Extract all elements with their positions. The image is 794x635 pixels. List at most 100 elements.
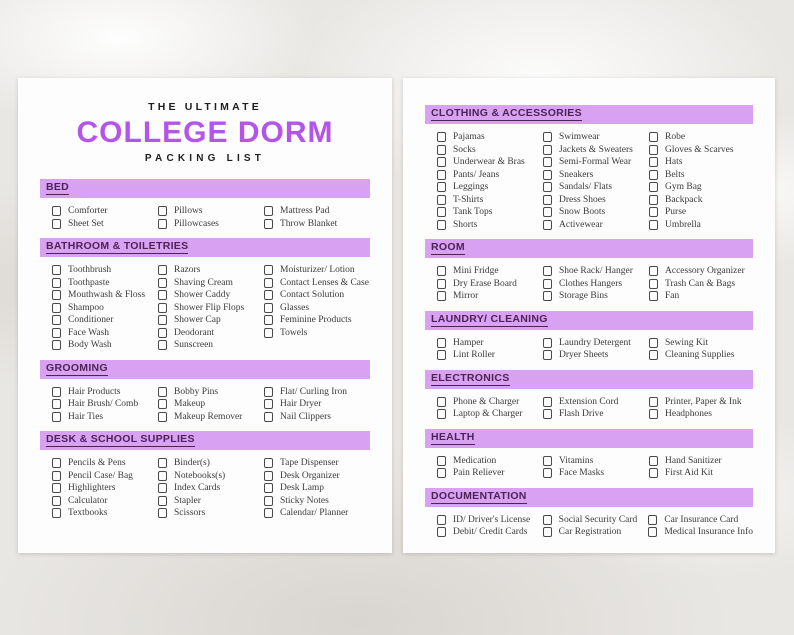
checkbox[interactable]: [649, 468, 658, 479]
checkbox[interactable]: [264, 302, 273, 313]
checkbox[interactable]: [52, 399, 61, 410]
checkbox[interactable]: [158, 218, 167, 229]
checkbox[interactable]: [158, 315, 167, 326]
checkbox[interactable]: [158, 290, 167, 301]
checkbox[interactable]: [158, 386, 167, 397]
checkbox[interactable]: [437, 409, 446, 420]
checkbox[interactable]: [264, 495, 273, 506]
checkbox[interactable]: [52, 327, 61, 338]
checkbox[interactable]: [264, 411, 273, 422]
checkbox[interactable]: [52, 265, 61, 276]
checkbox[interactable]: [437, 219, 446, 230]
checkbox[interactable]: [264, 399, 273, 410]
checkbox[interactable]: [649, 144, 658, 155]
checkbox[interactable]: [158, 458, 167, 469]
checkbox[interactable]: [649, 169, 658, 180]
checkbox[interactable]: [52, 495, 61, 506]
checkbox[interactable]: [648, 514, 658, 525]
checkbox[interactable]: [264, 277, 273, 288]
checkbox[interactable]: [158, 399, 167, 410]
checkbox[interactable]: [158, 277, 167, 288]
checkbox[interactable]: [437, 468, 446, 479]
checkbox[interactable]: [543, 278, 552, 289]
checkbox[interactable]: [542, 527, 552, 538]
checkbox[interactable]: [649, 194, 658, 205]
checkbox[interactable]: [437, 514, 446, 525]
checkbox[interactable]: [437, 455, 446, 466]
checkbox[interactable]: [543, 396, 552, 407]
checkbox[interactable]: [437, 169, 446, 180]
checkbox[interactable]: [437, 278, 446, 289]
checkbox[interactable]: [158, 495, 167, 506]
checkbox[interactable]: [158, 206, 167, 217]
checkbox[interactable]: [649, 132, 658, 143]
checkbox[interactable]: [264, 327, 273, 338]
checkbox[interactable]: [264, 265, 273, 276]
checkbox[interactable]: [649, 409, 658, 420]
checkbox[interactable]: [158, 483, 167, 494]
checkbox[interactable]: [158, 340, 167, 351]
checkbox[interactable]: [649, 157, 658, 168]
checkbox[interactable]: [437, 157, 446, 168]
checkbox[interactable]: [158, 327, 167, 338]
checkbox[interactable]: [264, 218, 273, 229]
checkbox[interactable]: [437, 194, 446, 205]
checkbox[interactable]: [52, 302, 61, 313]
checkbox[interactable]: [649, 455, 658, 466]
checkbox[interactable]: [649, 266, 658, 277]
checkbox[interactable]: [649, 291, 658, 302]
checkbox[interactable]: [52, 483, 61, 494]
checkbox[interactable]: [543, 144, 552, 155]
checkbox[interactable]: [158, 265, 167, 276]
checkbox[interactable]: [543, 455, 552, 466]
checkbox[interactable]: [52, 218, 61, 229]
checkbox[interactable]: [437, 337, 446, 348]
checkbox[interactable]: [264, 290, 273, 301]
checkbox[interactable]: [543, 157, 552, 168]
checkbox[interactable]: [264, 470, 273, 481]
checkbox[interactable]: [437, 291, 446, 302]
checkbox[interactable]: [543, 132, 552, 143]
checkbox[interactable]: [52, 508, 61, 519]
checkbox[interactable]: [52, 470, 61, 481]
checkbox[interactable]: [52, 277, 61, 288]
checkbox[interactable]: [543, 337, 552, 348]
checkbox[interactable]: [543, 291, 552, 302]
checkbox[interactable]: [264, 315, 273, 326]
checkbox[interactable]: [437, 527, 446, 538]
checkbox[interactable]: [158, 508, 167, 519]
checkbox[interactable]: [543, 207, 552, 218]
checkbox[interactable]: [158, 411, 167, 422]
checkbox[interactable]: [649, 182, 658, 193]
checkbox[interactable]: [649, 337, 658, 348]
checkbox[interactable]: [543, 194, 552, 205]
checkbox[interactable]: [648, 527, 658, 538]
checkbox[interactable]: [158, 302, 167, 313]
checkbox[interactable]: [158, 470, 167, 481]
checkbox[interactable]: [264, 458, 273, 469]
checkbox[interactable]: [437, 266, 446, 277]
checkbox[interactable]: [52, 386, 61, 397]
checkbox[interactable]: [649, 278, 658, 289]
checkbox[interactable]: [437, 396, 446, 407]
checkbox[interactable]: [543, 266, 552, 277]
checkbox[interactable]: [264, 386, 273, 397]
checkbox[interactable]: [52, 411, 61, 422]
checkbox[interactable]: [649, 350, 658, 361]
checkbox[interactable]: [543, 409, 552, 420]
checkbox[interactable]: [437, 207, 446, 218]
checkbox[interactable]: [543, 182, 552, 193]
checkbox[interactable]: [264, 483, 273, 494]
checkbox[interactable]: [264, 508, 273, 519]
checkbox[interactable]: [649, 219, 658, 230]
checkbox[interactable]: [52, 315, 61, 326]
checkbox[interactable]: [52, 206, 61, 217]
checkbox[interactable]: [543, 169, 552, 180]
checkbox[interactable]: [543, 219, 552, 230]
checkbox[interactable]: [437, 132, 446, 143]
checkbox[interactable]: [543, 468, 552, 479]
checkbox[interactable]: [264, 206, 273, 217]
checkbox[interactable]: [52, 290, 61, 301]
checkbox[interactable]: [649, 396, 658, 407]
checkbox[interactable]: [649, 207, 658, 218]
